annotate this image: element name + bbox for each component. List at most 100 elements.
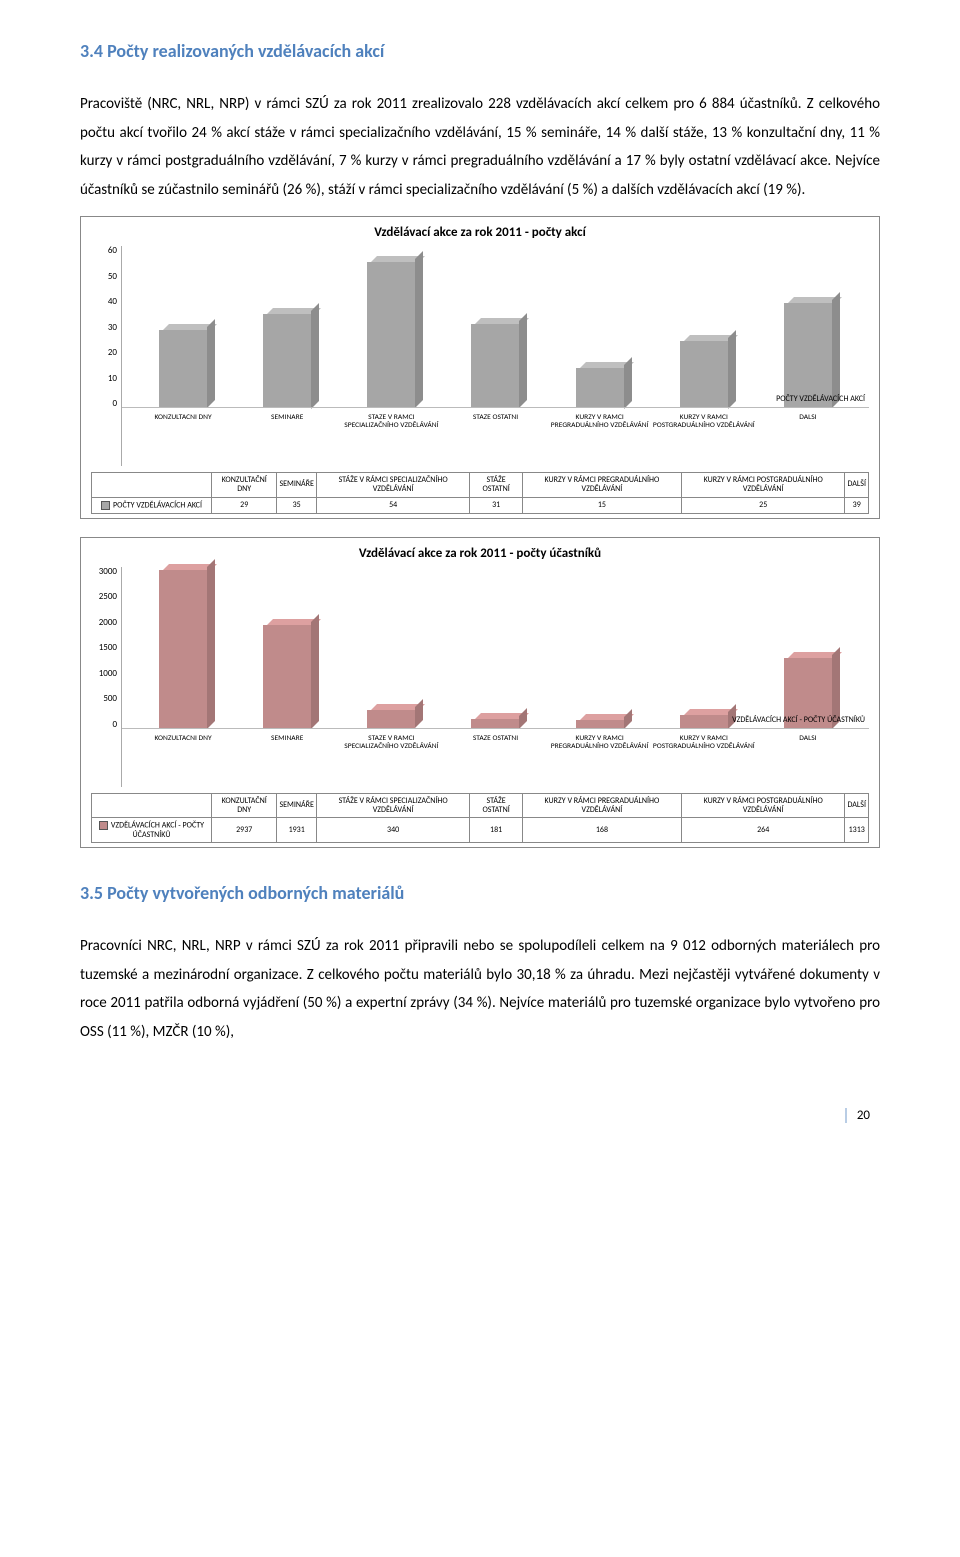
- table-header-cell: KONZULTAČNÍ DNY: [212, 793, 277, 818]
- bar-category-label: KURZY V RÁMCI POSTGRADUÁLNÍHO VZDĚLÁVÁNÍ: [653, 414, 755, 466]
- table-series-label: POČTY VZDĚLÁVACÍCH AKCÍ: [113, 500, 202, 510]
- chart-2-title: Vzdělávací akce za rok 2011 - počty účas…: [91, 546, 869, 561]
- table-header-cell: KURZY V RÁMCI PREGRADUÁLNÍHO VZDĚLÁVÁNÍ: [522, 793, 681, 818]
- yaxis-tick: 40: [108, 297, 117, 306]
- bar-slot: KURZY V RÁMCI PREGRADUÁLNÍHO VZDĚLÁVÁNÍ: [549, 368, 651, 467]
- bar: [471, 719, 519, 729]
- bar: [263, 625, 311, 729]
- table-header-cell: STÁŽE OSTATNÍ: [470, 793, 523, 818]
- table-data-cell: 15: [522, 497, 681, 513]
- chart-2-area: 300025002000150010005000 KONZULTAČNÍ DNY…: [91, 567, 869, 787]
- bar-category-label: KURZY V RÁMCI POSTGRADUÁLNÍHO VZDĚLÁVÁNÍ: [653, 735, 755, 787]
- table-corner-cell: [92, 793, 212, 818]
- bar-category-label: STÁŽE V RÁMCI SPECIALIZAČNÍHO VZDĚLÁVÁNÍ: [340, 414, 442, 466]
- table-data-cell: 1931: [277, 818, 316, 843]
- bar: [576, 368, 624, 409]
- table-data-cell: 39: [845, 497, 869, 513]
- bar: [471, 324, 519, 408]
- table-data-cell: 29: [212, 497, 277, 513]
- table-series-label: VZDĚLÁVACÍCH AKCÍ - POČTY ÚČASTNÍKŮ: [111, 821, 204, 840]
- bar: [263, 314, 311, 409]
- bar-slot: KONZULTAČNÍ DNY: [132, 570, 234, 787]
- chart-2-plot: KONZULTAČNÍ DNY SEMINÁŘE STÁŽE V RÁMCI SPE…: [121, 567, 869, 787]
- section-3-5-heading: 3.5 Počty vytvořených odborných materiál…: [80, 882, 880, 904]
- table-data-cell: 181: [470, 818, 523, 843]
- bar-category-label: KONZULTAČNÍ DNY: [154, 735, 211, 787]
- table-header-cell: SEMINÁŘE: [277, 473, 316, 498]
- yaxis-tick: 30: [108, 323, 117, 332]
- bar: [367, 710, 415, 728]
- table-header-cell: STÁŽE V RÁMCI SPECIALIZAČNÍHO VZDĚLÁVÁNÍ: [316, 473, 469, 498]
- table-data-cell: 35: [277, 497, 316, 513]
- yaxis-tick: 1000: [99, 669, 117, 678]
- bar-slot: SEMINÁŘE: [236, 625, 338, 787]
- bar: [159, 570, 207, 729]
- table-header-cell: DALŠÍ: [845, 793, 869, 818]
- yaxis-tick: 50: [108, 272, 117, 281]
- table-header-cell: KURZY V RÁMCI POSTGRADUÁLNÍHO VZDĚLÁVÁNÍ: [681, 793, 845, 818]
- bar-slot: KURZY V RÁMCI PREGRADUÁLNÍHO VZDĚLÁVÁNÍ: [549, 720, 651, 787]
- yaxis-tick: 0: [112, 720, 117, 729]
- bar-category-label: SEMINÁŘE: [271, 414, 303, 466]
- yaxis-tick: 20: [108, 348, 117, 357]
- yaxis-tick: 60: [108, 246, 117, 255]
- bar-category-label: SEMINÁŘE: [271, 735, 303, 787]
- section-3-5-paragraph: Pracovníci NRC, NRL, NRP v rámci SZÚ za …: [80, 932, 880, 1046]
- chart-1-yaxis: 60 50 40 30 20 10 0: [91, 246, 121, 466]
- bar-category-label: DALŠÍ: [799, 735, 816, 787]
- bar-slot: SEMINÁŘE: [236, 314, 338, 467]
- bar-category-label: KURZY V RÁMCI PREGRADUÁLNÍHO VZDĚLÁVÁNÍ: [549, 414, 651, 466]
- bar-slot: KONZULTAČNÍ DNY: [132, 330, 234, 466]
- bar: [680, 341, 728, 409]
- bar-slot: STÁŽE OSTATNÍ: [444, 719, 546, 787]
- yaxis-tick: 3000: [99, 567, 117, 576]
- bar-category-label: STÁŽE V RÁMCI SPECIALIZAČNÍHO VZDĚLÁVÁNÍ: [340, 735, 442, 787]
- section-3-4-paragraph: Pracoviště (NRC, NRL, NRP) v rámci SZÚ z…: [80, 90, 880, 204]
- bar: [576, 720, 624, 729]
- table-header-cell: SEMINÁŘE: [277, 793, 316, 818]
- table-header-cell: STÁŽE OSTATNÍ: [470, 473, 523, 498]
- bar-slot: KURZY V RÁMCI POSTGRADUÁLNÍHO VZDĚLÁVÁNÍ: [653, 341, 755, 467]
- table-data-cell: 340: [316, 818, 469, 843]
- table-corner-cell: [92, 473, 212, 498]
- bar-slot: STÁŽE OSTATNÍ: [444, 324, 546, 466]
- bar-category-label: KONZULTAČNÍ DNY: [154, 414, 211, 466]
- bar-category-label: KURZY V RÁMCI PREGRADUÁLNÍHO VZDĚLÁVÁNÍ: [549, 735, 651, 787]
- bar-category-label: STÁŽE OSTATNÍ: [473, 414, 518, 466]
- table-row-label: POČTY VZDĚLÁVACÍCH AKCÍ: [92, 497, 212, 513]
- table-header-cell: KURZY V RÁMCI POSTGRADUÁLNÍHO VZDĚLÁVÁNÍ: [681, 473, 845, 498]
- table-data-cell: 25: [681, 497, 845, 513]
- chart-2-yaxis: 300025002000150010005000: [91, 567, 121, 787]
- chart-1-container: Vzdělávací akce za rok 2011 - počty akcí…: [80, 216, 880, 519]
- table-data-cell: 2937: [212, 818, 277, 843]
- table-header-cell: DALŠÍ: [845, 473, 869, 498]
- section-3-4-heading: 3.4 Počty realizovaných vzdělávacích akc…: [80, 40, 880, 62]
- table-row-label: VZDĚLÁVACÍCH AKCÍ - POČTY ÚČASTNÍKŮ: [92, 818, 212, 843]
- bar: [367, 262, 415, 408]
- chart-1-area: 60 50 40 30 20 10 0 KONZULTAČNÍ DNY SEMINÁŘE STÁ…: [91, 246, 869, 466]
- bar: [680, 715, 728, 729]
- table-data-cell: 54: [316, 497, 469, 513]
- chart-2-container: Vzdělávací akce za rok 2011 - počty účas…: [80, 537, 880, 849]
- bar-slot: DALŠÍ: [757, 303, 859, 466]
- page-number: 20: [845, 1108, 880, 1123]
- table-header-cell: STÁŽE V RÁMCI SPECIALIZAČNÍHO VZDĚLÁVÁNÍ: [316, 793, 469, 818]
- chart-1-plot: KONZULTAČNÍ DNY SEMINÁŘE STÁŽE V RÁMCI SPE…: [121, 246, 869, 466]
- chart-2-table: KONZULTAČNÍ DNYSEMINÁŘESTÁŽE V RÁMCI SPE…: [91, 793, 869, 844]
- bar: [159, 330, 207, 408]
- bar-slot: STÁŽE V RÁMCI SPECIALIZAČNÍHO VZDĚLÁVÁNÍ: [340, 710, 442, 786]
- bar-category-label: STÁŽE OSTATNÍ: [473, 735, 518, 787]
- yaxis-tick: 10: [108, 374, 117, 383]
- bar: [784, 303, 832, 408]
- yaxis-tick: 0: [112, 399, 117, 408]
- chart-2-series-label: VZDĚLÁVACÍCH AKCÍ - POČTY ÚČASTNÍKŮ: [732, 716, 865, 725]
- table-header-cell: KONZULTAČNÍ DNY: [212, 473, 277, 498]
- table-data-cell: 1313: [845, 818, 869, 843]
- bar-slot: KURZY V RÁMCI POSTGRADUÁLNÍHO VZDĚLÁVÁNÍ: [653, 715, 755, 787]
- table-data-cell: 264: [681, 818, 845, 843]
- yaxis-tick: 1500: [99, 643, 117, 652]
- table-data-cell: 31: [470, 497, 523, 513]
- chart-1-title: Vzdělávací akce za rok 2011 - počty akcí: [91, 225, 869, 240]
- table-header-cell: KURZY V RÁMCI PREGRADUÁLNÍHO VZDĚLÁVÁNÍ: [522, 473, 681, 498]
- yaxis-tick: 2000: [99, 618, 117, 627]
